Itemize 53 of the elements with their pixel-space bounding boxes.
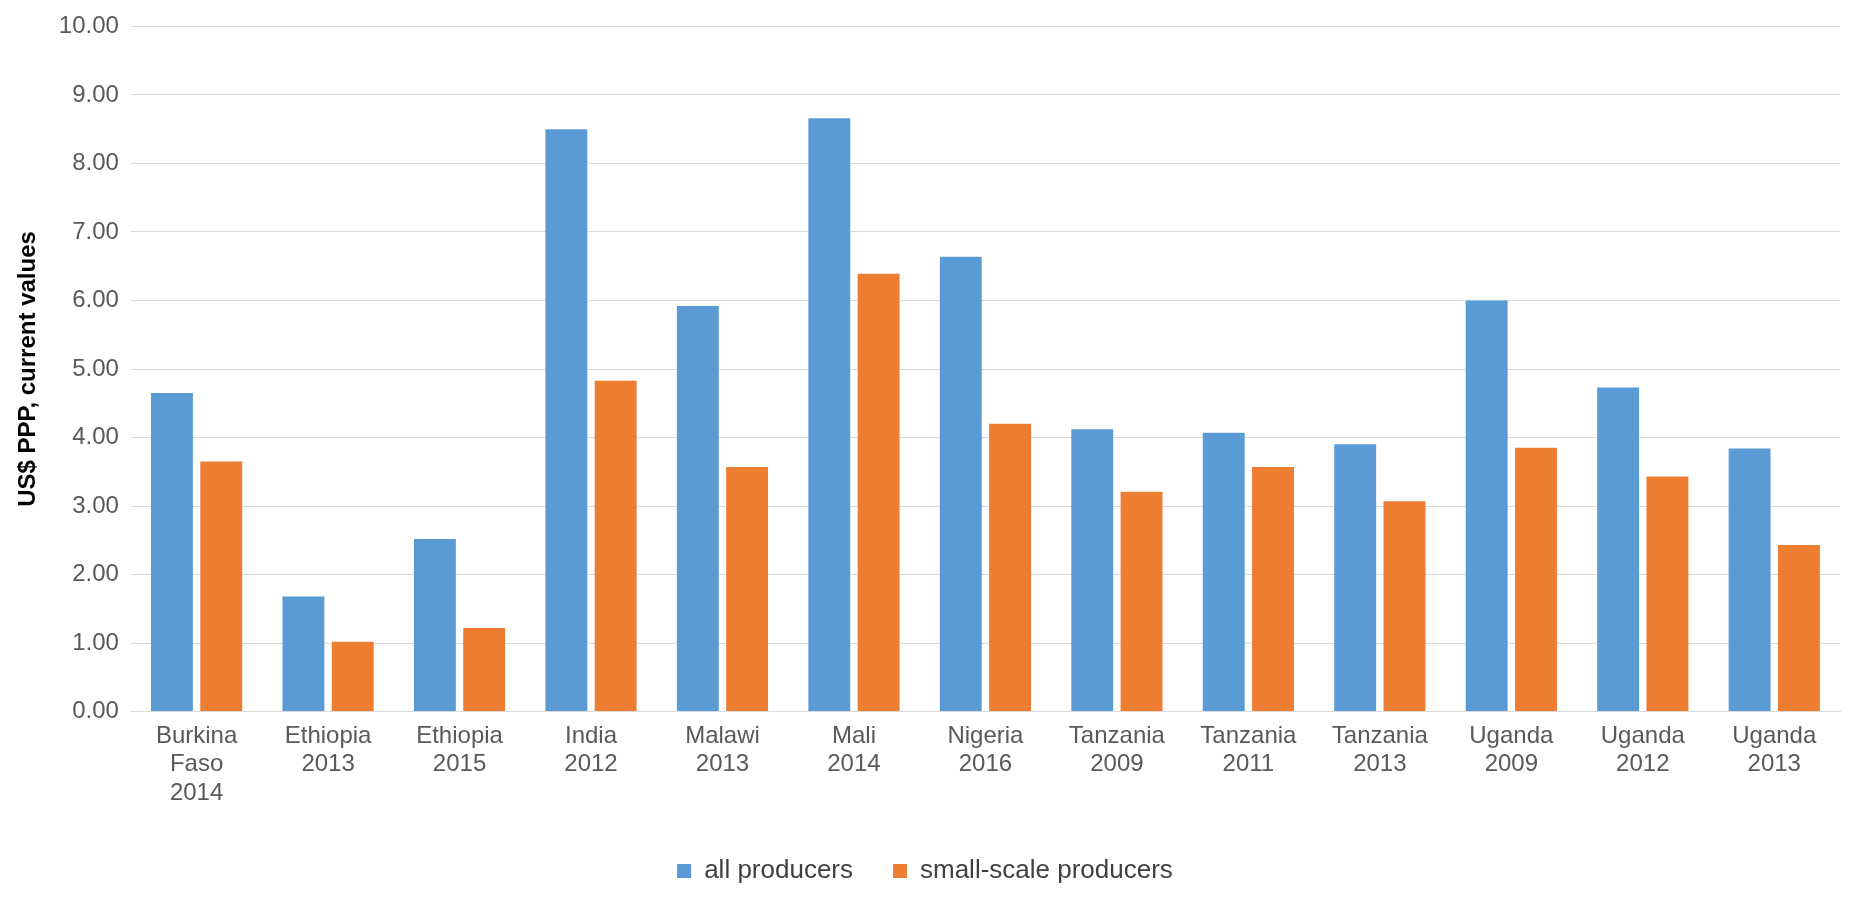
x-tick-label: Burkina Faso 2014 [155, 720, 238, 806]
bar [1515, 447, 1557, 712]
x-tick-label: Uganda 2013 [1732, 720, 1817, 777]
bar [150, 392, 193, 712]
bar [331, 641, 374, 712]
bar [939, 256, 982, 712]
x-tick-label: Tanzania 2013 [1331, 720, 1429, 777]
y-tick-label: 2.00 [72, 559, 119, 587]
bar [1202, 432, 1245, 712]
bar [200, 461, 243, 712]
bar [282, 596, 325, 712]
x-tick-label: Tanzania 2011 [1200, 720, 1298, 777]
bar [676, 305, 719, 712]
bar [413, 538, 456, 712]
y-tick-label: 1.00 [72, 627, 119, 655]
x-tick-label: Mali 2014 [827, 720, 881, 777]
x-tick-label: Uganda 2012 [1600, 720, 1686, 777]
bar [1777, 545, 1820, 712]
x-tick-label: Tanzania 2009 [1068, 720, 1166, 777]
x-tick-label: India 2012 [564, 720, 618, 777]
x-tick-label: Nigeria 2016 [947, 720, 1025, 777]
bar [1334, 444, 1377, 712]
x-tick-label: Ethiopia 2015 [416, 720, 504, 777]
bar [808, 118, 851, 712]
bar [1071, 429, 1114, 712]
y-tick-label: 0.00 [72, 696, 119, 724]
y-axis-title: US$ PPP, current values [13, 231, 41, 507]
legend-label: small-scale producers [919, 854, 1173, 885]
bar [989, 423, 1032, 712]
x-tick-label: Uganda 2009 [1469, 720, 1554, 777]
bar [594, 380, 637, 712]
y-tick-label: 10.00 [58, 11, 119, 39]
y-tick-label: 6.00 [72, 285, 119, 313]
bar [857, 273, 900, 712]
bar [1465, 300, 1508, 712]
bar [1383, 501, 1426, 712]
x-tick-label: Ethiopia 2013 [284, 720, 373, 777]
bar [1646, 476, 1689, 712]
y-tick-label: 5.00 [72, 353, 119, 381]
y-tick-label: 9.00 [72, 79, 119, 107]
bar [545, 129, 588, 712]
y-tick-label: 7.00 [72, 216, 119, 244]
legend-label: all producers [704, 854, 853, 885]
bar [1120, 491, 1163, 712]
bar [1728, 448, 1771, 712]
y-tick-label: 4.00 [72, 422, 119, 450]
bar [1252, 466, 1294, 712]
x-tick-label: Malawi 2013 [685, 720, 760, 777]
bar [1597, 387, 1640, 712]
bar [726, 466, 769, 712]
y-tick-label: 8.00 [72, 148, 119, 176]
y-tick-label: 3.00 [72, 490, 119, 518]
bar [463, 628, 506, 712]
